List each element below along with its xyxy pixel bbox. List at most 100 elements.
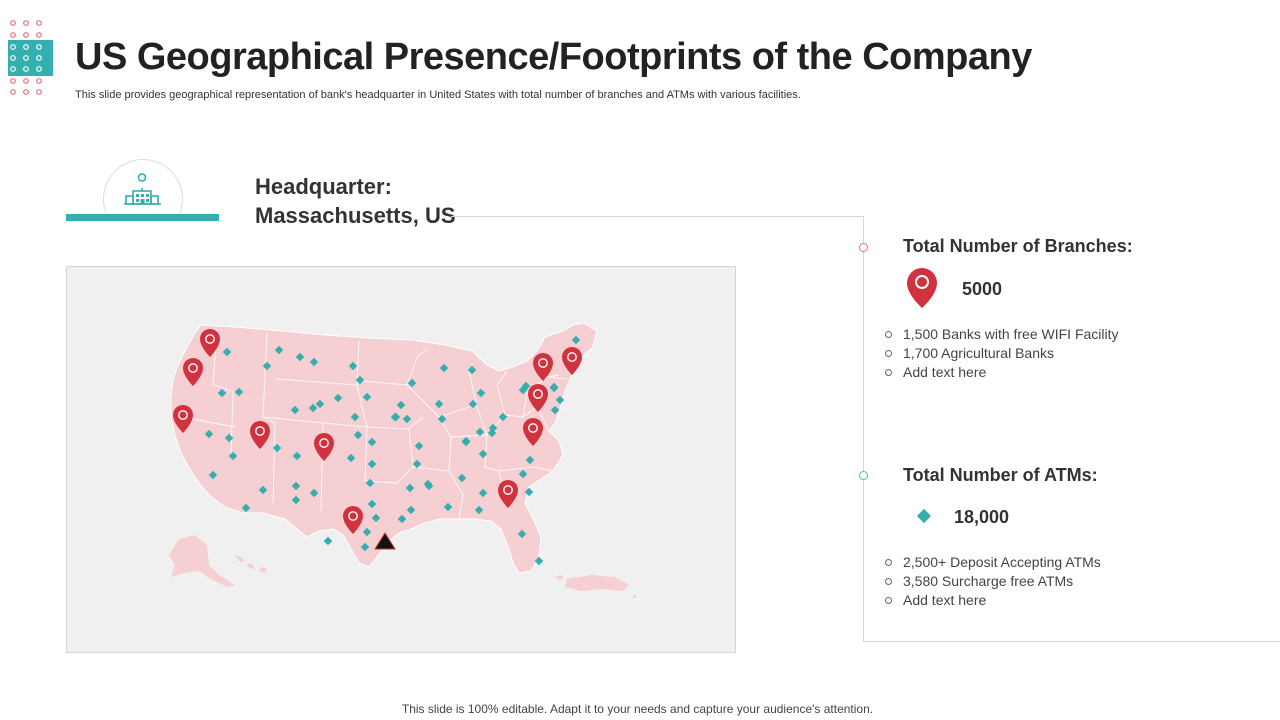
atm-marker — [272, 443, 282, 453]
atm-marker — [414, 441, 424, 451]
atm-marker — [362, 392, 372, 402]
list-item: 2,500+ Deposit Accepting ATMs — [884, 553, 1101, 572]
atm-marker — [367, 499, 377, 509]
branch-pin — [343, 506, 363, 534]
headquarter-label: Headquarter: Massachusetts, US — [255, 172, 456, 230]
atm-marker — [291, 495, 301, 505]
headquarter-accent-bar — [66, 214, 219, 221]
branches-title: Total Number of Branches: — [903, 236, 1133, 256]
atm-marker — [222, 347, 232, 357]
alaska-shape — [169, 535, 235, 587]
page-subtitle: This slide provides geographical represe… — [75, 89, 801, 101]
atm-marker — [434, 399, 444, 409]
atm-marker — [397, 514, 407, 524]
atm-marker — [204, 429, 214, 439]
atm-marker — [224, 433, 234, 443]
atm-marker — [437, 414, 447, 424]
atm-marker — [295, 352, 305, 362]
atms-count: 18,000 — [954, 507, 1010, 527]
branch-pins — [173, 329, 582, 534]
atm-marker — [406, 505, 416, 515]
atm-marker — [355, 375, 365, 385]
atm-marker — [291, 481, 301, 491]
timeline-line — [863, 216, 864, 642]
atm-marker — [208, 470, 218, 480]
atm-marker — [571, 335, 581, 345]
atm-marker — [241, 503, 251, 513]
connector-line — [451, 216, 864, 217]
branches-list: 1,500 Banks with free WIFI Facility 1,70… — [884, 325, 1119, 382]
branch-pin — [250, 421, 270, 449]
atm-marker — [443, 502, 453, 512]
atm-marker — [407, 378, 417, 388]
page-title: US Geographical Presence/Footprints of t… — [75, 36, 1032, 78]
atm-marker — [315, 399, 325, 409]
atm-marker — [549, 382, 559, 392]
branch-pin — [533, 353, 553, 381]
atms-list: 2,500+ Deposit Accepting ATMs 3,580 Surc… — [884, 553, 1101, 610]
bottom-line — [863, 641, 1280, 642]
us-map — [169, 322, 636, 598]
atm-marker — [323, 536, 333, 546]
location-pin-icon — [907, 268, 937, 308]
branch-pin — [498, 480, 518, 508]
branch-pin — [173, 405, 193, 433]
branch-pin — [562, 347, 582, 375]
atm-marker — [258, 485, 268, 495]
atm-marker — [521, 381, 531, 391]
branches-dot — [859, 243, 868, 252]
hawaii-shape — [565, 575, 629, 591]
atm-marker — [348, 361, 358, 371]
atm-marker — [217, 388, 227, 398]
atm-marker — [367, 437, 377, 447]
atm-marker — [362, 527, 372, 537]
atm-marker — [274, 345, 284, 355]
branch-pin — [523, 418, 543, 446]
list-item: 1,700 Agricultural Banks — [884, 344, 1119, 363]
atm-marker — [488, 423, 498, 433]
triangle-marker — [374, 532, 396, 550]
atm-marker — [360, 542, 370, 552]
atm-marker — [350, 412, 360, 422]
atm-marker — [234, 387, 244, 397]
branch-pin — [200, 329, 220, 357]
atm-marker — [478, 449, 488, 459]
atm-marker — [555, 395, 565, 405]
atm-marker — [309, 357, 319, 367]
atm-marker — [365, 478, 375, 488]
building-icon — [124, 173, 161, 205]
atm-marker — [439, 363, 449, 373]
atm-marker — [468, 399, 478, 409]
atm-marker — [262, 361, 272, 371]
atm-marker — [424, 481, 434, 491]
atm-marker — [396, 400, 406, 410]
atm-marker — [518, 469, 528, 479]
atm-marker — [412, 459, 422, 469]
atm-marker — [391, 412, 401, 422]
atm-marker — [309, 488, 319, 498]
branches-count: 5000 — [962, 279, 1003, 299]
us-map-panel — [66, 266, 736, 653]
atm-marker — [346, 453, 356, 463]
branch-pin — [528, 384, 548, 412]
footer-note: This slide is 100% editable. Adapt it to… — [401, 702, 874, 716]
list-item: 3,580 Surcharge free ATMs — [884, 572, 1101, 591]
atm-marker — [371, 513, 381, 523]
us-mainland-shape — [170, 322, 598, 574]
atm-marker — [290, 405, 300, 415]
atm-marker — [525, 455, 535, 465]
corner-decoration — [8, 20, 53, 95]
atm-marker — [476, 388, 486, 398]
atm-marker — [478, 488, 488, 498]
headquarter-location: Massachusetts, US — [255, 203, 456, 228]
atms-dot — [859, 471, 868, 480]
headquarter-heading: Headquarter: — [255, 174, 392, 199]
atms-title: Total Number of ATMs: — [903, 465, 1098, 485]
atm-marker — [292, 451, 302, 461]
atm-marker — [405, 483, 415, 493]
branch-pin — [183, 358, 203, 386]
atm-marker — [550, 405, 560, 415]
atm-marker — [467, 365, 477, 375]
list-item: Add text here — [884, 591, 1101, 610]
branch-pin — [314, 433, 334, 461]
